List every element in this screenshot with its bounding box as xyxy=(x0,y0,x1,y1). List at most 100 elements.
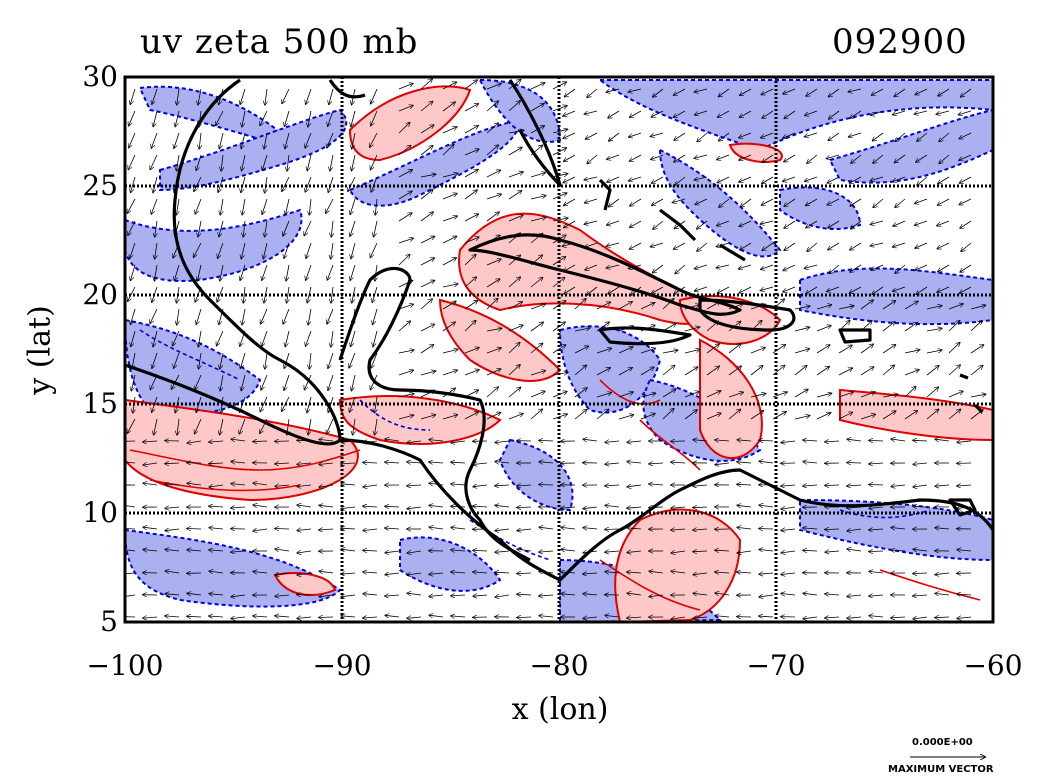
wind-vector xyxy=(442,322,455,332)
wind-vector xyxy=(937,286,950,292)
wind-vector xyxy=(694,176,708,180)
wind-vector xyxy=(848,88,862,92)
wind-vector xyxy=(970,410,983,420)
wind-vector xyxy=(143,617,158,618)
wind-vector xyxy=(957,617,972,619)
wind-vector xyxy=(341,528,356,529)
wind-vector xyxy=(653,88,664,97)
wind-vector xyxy=(882,394,898,398)
wind-vector xyxy=(674,286,686,294)
wind-vector xyxy=(939,154,950,163)
wind-vector xyxy=(308,110,312,127)
wind-vector xyxy=(631,286,642,295)
wind-vector xyxy=(794,416,810,420)
wind-vector xyxy=(398,281,413,288)
wind-vector xyxy=(209,594,224,595)
wind-vector xyxy=(605,505,620,507)
wind-vector xyxy=(363,594,378,595)
wind-vector xyxy=(125,549,136,551)
wind-vector xyxy=(675,176,686,185)
wind-vector xyxy=(759,505,774,507)
wind-vector xyxy=(242,308,246,325)
wind-vector xyxy=(596,348,611,354)
wind-vector xyxy=(828,220,840,228)
wind-vector xyxy=(442,370,457,376)
wind-vector xyxy=(838,306,854,310)
wind-vector xyxy=(564,154,576,161)
wind-vector xyxy=(627,528,642,529)
wind-vector xyxy=(177,308,179,325)
wind-vector xyxy=(154,418,158,435)
wind-vector xyxy=(869,616,884,617)
wind-vector xyxy=(926,366,939,376)
wind-vector xyxy=(530,391,545,398)
wind-vector xyxy=(895,154,906,163)
wind-vector xyxy=(762,242,774,250)
wind-vector xyxy=(640,393,656,398)
wind-vector xyxy=(652,286,664,293)
wind-vector xyxy=(125,573,136,574)
wind-vector xyxy=(451,527,466,529)
wind-vector xyxy=(464,149,479,156)
wind-vector xyxy=(618,368,632,376)
wind-vector xyxy=(816,393,832,398)
wind-vector xyxy=(309,352,311,369)
wind-vector xyxy=(583,594,598,595)
wind-vector xyxy=(913,595,928,596)
wind-vector xyxy=(398,105,413,112)
wind-vector xyxy=(165,594,180,595)
wind-vector xyxy=(286,264,290,281)
wind-vector xyxy=(652,198,664,205)
wind-vector xyxy=(352,154,356,171)
wind-vector xyxy=(552,106,567,112)
wind-vector xyxy=(219,308,224,324)
wind-vector xyxy=(606,264,620,268)
wind-vector xyxy=(827,154,840,159)
wind-vector xyxy=(563,110,576,116)
wind-vector xyxy=(675,264,686,274)
wind-vector xyxy=(935,528,950,529)
wind-vector xyxy=(816,345,830,354)
wind-vector xyxy=(869,529,884,530)
wind-vector xyxy=(199,132,201,149)
wind-vector xyxy=(893,220,906,226)
wind-vector xyxy=(715,616,730,617)
wind-vector xyxy=(706,391,721,398)
wind-vector xyxy=(825,551,840,552)
wind-vector xyxy=(585,264,598,270)
wind-vector xyxy=(173,330,180,346)
wind-vector xyxy=(850,110,862,118)
wind-vector xyxy=(306,330,312,346)
wind-vector xyxy=(420,102,433,112)
wind-vector xyxy=(241,374,246,391)
wind-vector xyxy=(583,439,598,441)
wind-vector xyxy=(451,550,466,551)
wind-vector xyxy=(327,308,334,324)
wind-vector xyxy=(231,484,246,485)
wind-vector xyxy=(627,617,642,618)
wind-vector xyxy=(838,392,853,398)
wind-vector xyxy=(539,571,554,573)
wind-vector xyxy=(151,198,158,214)
wind-vector xyxy=(937,242,950,249)
wind-vector xyxy=(385,615,400,617)
wind-vector xyxy=(825,485,840,486)
wind-vector xyxy=(640,348,655,354)
wind-vector xyxy=(629,132,642,137)
wind-vector xyxy=(760,220,774,224)
wind-vector xyxy=(695,110,708,115)
wind-vector xyxy=(794,389,808,398)
wind-vector xyxy=(915,242,928,248)
wind-vector xyxy=(850,198,862,206)
wind-vector xyxy=(530,234,543,244)
wind-vector xyxy=(674,154,686,162)
wind-vector xyxy=(495,462,510,464)
wind-vector xyxy=(451,506,466,507)
wind-vector xyxy=(938,198,950,205)
wind-vector xyxy=(351,242,356,259)
wind-vector xyxy=(328,352,334,368)
wind-vector xyxy=(935,439,950,441)
wind-vector xyxy=(684,392,699,398)
wind-vector xyxy=(374,220,378,237)
wind-vector xyxy=(781,551,796,553)
